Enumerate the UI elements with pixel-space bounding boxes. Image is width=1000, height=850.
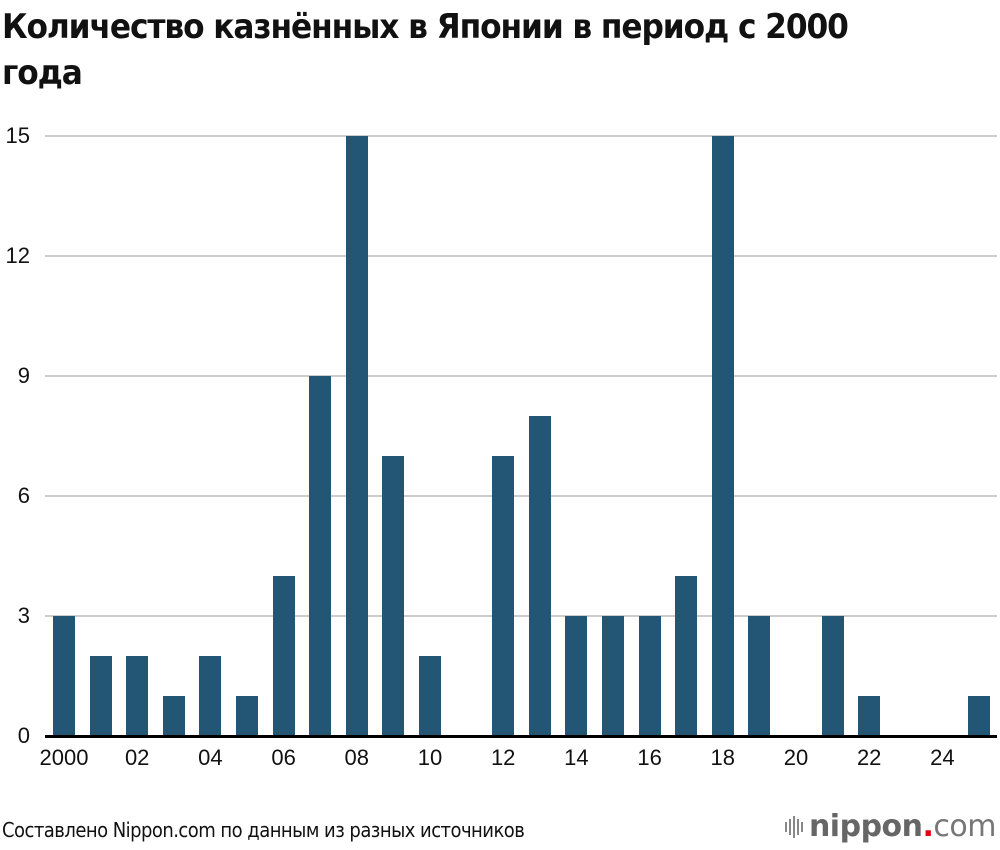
bar-2000	[53, 616, 75, 736]
bar-2007	[309, 376, 332, 736]
bar-2014	[565, 616, 588, 736]
x-tick-label: 18	[710, 745, 736, 770]
y-tick-label: 3	[17, 603, 30, 628]
bar-2017	[675, 576, 698, 736]
bar-2015	[602, 616, 624, 736]
x-tick-label: 06	[271, 745, 296, 770]
gridline	[45, 495, 997, 497]
y-tick-label: 6	[17, 483, 30, 508]
x-tick-label: 20	[783, 745, 809, 770]
x-tick-label: 14	[564, 745, 589, 770]
x-tick-label: 24	[930, 745, 955, 770]
gridline	[45, 615, 997, 617]
x-tick-label: 2000	[39, 745, 89, 770]
bar-2012	[492, 456, 515, 736]
x-tick-label: 16	[637, 745, 662, 770]
source-note: Составлено Nippon.com по данным из разны…	[2, 818, 525, 842]
gridline	[45, 135, 997, 137]
logo-bars-icon	[784, 816, 803, 838]
bar-2021	[821, 616, 844, 736]
logo-name: nippon	[808, 809, 923, 844]
bar-2006	[272, 576, 295, 736]
x-tick-label: 04	[198, 745, 223, 770]
bar-2005	[236, 696, 258, 736]
bar-2016	[638, 616, 661, 736]
bar-2019	[748, 616, 771, 736]
y-tick-label: 12	[5, 243, 30, 268]
y-tick-label: 0	[17, 723, 30, 748]
bar-2013	[528, 416, 551, 736]
x-tick-label: 22	[856, 745, 882, 770]
bar-2018	[711, 136, 734, 736]
bar-2010	[419, 656, 441, 736]
nippon-logo: nippon.com	[784, 809, 996, 844]
bar-2001	[89, 656, 112, 736]
x-tick-label: 10	[417, 745, 443, 770]
bar-2002	[126, 656, 149, 736]
y-tick-label: 15	[5, 123, 30, 148]
x-tick-label: 02	[124, 745, 150, 770]
y-tick-label: 9	[17, 363, 30, 388]
x-tick-label: 08	[344, 745, 370, 770]
bar-2009	[382, 456, 405, 736]
bar-2025	[968, 696, 990, 736]
bar-2004	[199, 656, 222, 736]
bar-2008	[345, 136, 368, 736]
gridline	[45, 375, 997, 377]
logo-tld: com	[933, 809, 996, 844]
logo-dot: .	[922, 809, 934, 844]
bar-chart: 0 3 6 9 12 15 2000 02 04 06 08 10 12 14 16 18 20 22 24	[5, 123, 997, 770]
gridline	[45, 255, 997, 257]
bar-2003	[162, 696, 185, 736]
chart-title: Количество казнённых в Японии в период с…	[2, 7, 849, 93]
x-tick-label: 12	[490, 745, 516, 770]
x-axis-line	[45, 735, 997, 738]
bar-2022	[858, 696, 881, 736]
